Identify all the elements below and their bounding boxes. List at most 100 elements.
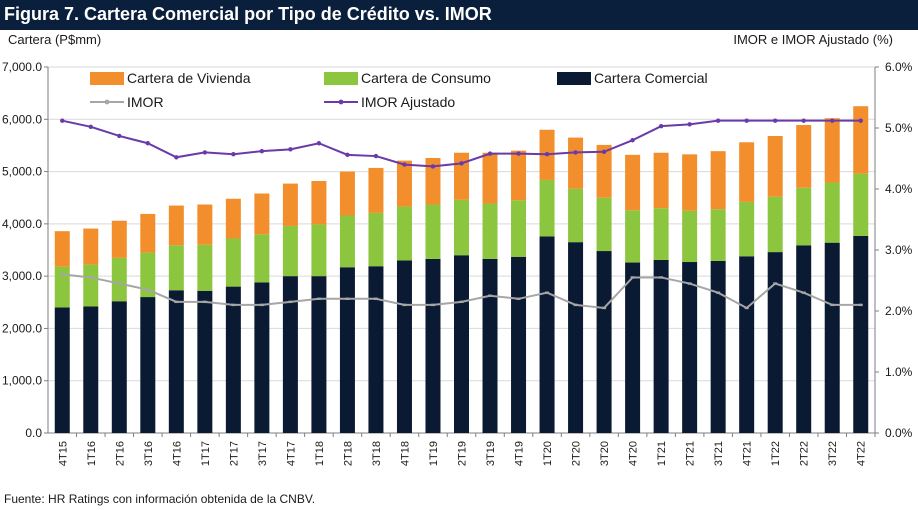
bar-cartera-comercial — [111, 301, 127, 433]
bar-cartera-vivienda — [853, 106, 869, 174]
imor-point — [259, 303, 264, 307]
bar-cartera-vivienda — [339, 171, 355, 216]
imor-point — [345, 297, 350, 300]
bar-cartera-consumo — [824, 182, 840, 243]
imor-ajustado-point — [402, 162, 407, 167]
title-bar: Figura 7. Cartera Comercial por Tipo de … — [0, 0, 918, 30]
bar-cartera-consumo — [625, 210, 641, 263]
x-tick-label: 2T16 — [114, 441, 126, 466]
x-tick-label: 1T16 — [86, 441, 98, 466]
imor-point — [373, 297, 378, 300]
bar-cartera-vivienda — [653, 152, 669, 209]
bar-cartera-vivienda — [824, 118, 840, 183]
imor-ajustado-point — [345, 152, 350, 158]
bar-cartera-comercial — [339, 267, 355, 433]
bar-cartera-vivienda — [168, 205, 184, 246]
legend-swatch-comercial — [557, 72, 591, 85]
imor-ajustado-point — [801, 118, 806, 123]
imor-ajustado-point — [830, 118, 835, 123]
bar-cartera-comercial — [282, 276, 298, 433]
imor-point — [145, 288, 150, 291]
legend-label-imor: IMOR — [127, 94, 164, 110]
bar-cartera-comercial — [824, 242, 840, 433]
x-tick-label: 2T22 — [799, 441, 811, 466]
right-tick-label: 4.0% — [885, 182, 913, 196]
bar-cartera-comercial — [710, 260, 726, 433]
bar-cartera-consumo — [83, 264, 99, 307]
imor-ajustado-point — [60, 118, 65, 123]
bar-cartera-vivienda — [111, 220, 127, 258]
left-tick-label: 0.0 — [25, 426, 42, 440]
bar-cartera-vivienda — [311, 180, 327, 225]
bar-cartera-consumo — [482, 203, 498, 259]
imor-ajustado-point — [88, 124, 93, 129]
right-tick-label: 2.0% — [885, 304, 913, 318]
imor-point — [516, 297, 521, 300]
source-note: Fuente: HR Ratings con información obten… — [4, 492, 316, 506]
x-tick-label: 4T20 — [628, 441, 640, 466]
bar-cartera-vivienda — [796, 125, 812, 188]
bar-cartera-consumo — [425, 204, 441, 259]
bar-cartera-comercial — [796, 245, 812, 433]
bar-cartera-consumo — [282, 225, 298, 277]
x-tick-label: 4T18 — [399, 441, 411, 466]
imor-point — [316, 297, 321, 300]
bar-cartera-comercial — [596, 251, 612, 433]
bar-cartera-vivienda — [767, 136, 783, 197]
x-tick-label: 3T19 — [485, 441, 497, 466]
bar-cartera-consumo — [653, 208, 669, 260]
imor-ajustado-point — [316, 141, 322, 146]
x-tick-label: 1T18 — [314, 441, 326, 466]
bar-cartera-consumo — [739, 201, 755, 257]
imor-ajustado-point — [259, 148, 265, 154]
bar-cartera-comercial — [254, 282, 270, 433]
bar-cartera-consumo — [568, 188, 584, 243]
bar-cartera-vivienda — [710, 151, 726, 210]
imor-ajustado-point — [658, 123, 664, 129]
x-tick-label: 2T18 — [342, 441, 354, 466]
imor-point — [117, 282, 122, 285]
right-tick-label: 1.0% — [885, 365, 913, 379]
imor-point — [488, 294, 493, 297]
bar-cartera-vivienda — [596, 144, 612, 198]
bar-cartera-consumo — [853, 173, 869, 236]
imor-ajustado-point — [288, 147, 293, 152]
imor-point — [202, 300, 207, 304]
bar-cartera-comercial — [368, 266, 384, 433]
bar-cartera-comercial — [140, 297, 156, 433]
imor-ajustado-point — [544, 152, 550, 157]
left-tick-label: 2,000.0 — [2, 321, 42, 335]
x-tick-label: 4T22 — [856, 441, 868, 466]
left-axis-title: Cartera (P$mm) — [8, 32, 102, 47]
bar-cartera-comercial — [396, 260, 412, 433]
imor-point — [402, 303, 407, 307]
imor-point — [288, 300, 293, 304]
bar-cartera-vivienda — [511, 150, 527, 201]
legend-swatch-vivienda — [90, 72, 124, 85]
bar-cartera-consumo — [767, 196, 783, 253]
legend-marker-imor — [104, 99, 110, 105]
imor-point — [744, 306, 749, 310]
bar-cartera-consumo — [682, 210, 698, 263]
bar-cartera-comercial — [54, 307, 70, 433]
bar-cartera-comercial — [425, 258, 441, 433]
x-tick-label: 1T22 — [770, 441, 782, 466]
left-tick-label: 7,000.0 — [2, 60, 42, 74]
left-tick-label: 5,000.0 — [2, 165, 42, 179]
x-tick-label: 2T20 — [571, 441, 583, 466]
bar-cartera-consumo — [368, 212, 384, 267]
right-tick-label: 6.0% — [885, 60, 913, 74]
x-tick-label: 3T21 — [713, 441, 725, 466]
bar-cartera-comercial — [83, 306, 99, 433]
imor-point — [60, 273, 65, 276]
imor-point — [773, 282, 778, 285]
imor-point — [659, 276, 664, 279]
imor-point — [88, 276, 93, 279]
imor-ajustado-point — [630, 138, 635, 143]
bar-cartera-consumo — [168, 245, 184, 291]
imor-ajustado-point — [231, 152, 236, 157]
bar-cartera-consumo — [311, 224, 327, 277]
imor-point — [430, 303, 435, 307]
left-tick-label: 3,000.0 — [2, 269, 42, 283]
bar-cartera-consumo — [796, 187, 812, 246]
